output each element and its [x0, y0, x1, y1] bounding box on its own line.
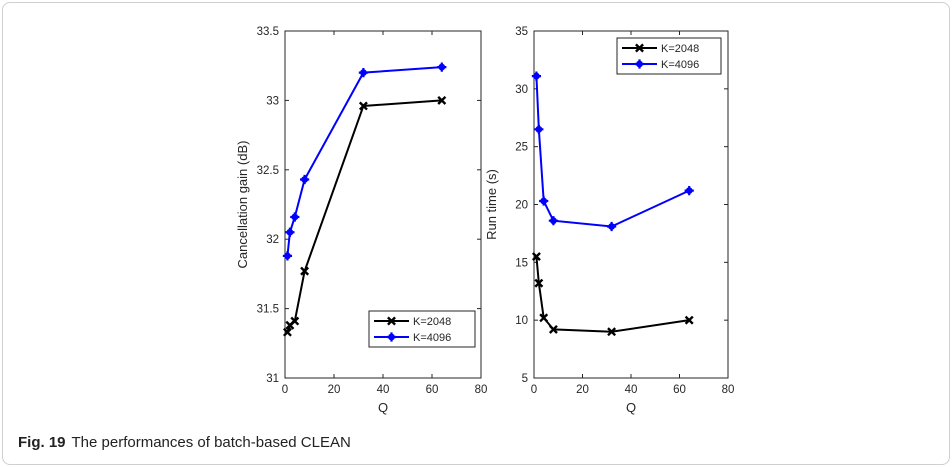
chart1-data-point [358, 101, 368, 111]
chart1-x-tick-label: 20 [328, 384, 341, 396]
chart1-data-point [285, 227, 295, 237]
chart2-series-line [535, 256, 690, 333]
chart1-data-point [282, 251, 293, 261]
chart1: 0 20 40 60 80 31 31.5 32 32.5 33 33.5 Q Cancellation… [235, 26, 487, 415]
chart1-x-axis-label: Q [378, 400, 388, 415]
chart2-data-point [548, 216, 558, 226]
chart1-y-tick-label: 33.5 [257, 26, 279, 38]
chart2: 0 20 40 60 80 5 10 15 20 25 30 35 Q Run time (s) K=204… [484, 26, 734, 415]
figure-charts: 0 20 40 60 80 31 31.5 32 32.5 33 33.5 Q Cancellation… [235, 26, 734, 415]
chart1-legend-marker [386, 332, 397, 342]
chart2-data-point [684, 186, 694, 196]
chart2-data-point [539, 313, 549, 323]
chart2-y-tick-label: 15 [515, 257, 528, 269]
chart1-data-point [290, 212, 300, 222]
chart1-data-point [300, 174, 310, 185]
chart1-x-tick-label: 60 [426, 384, 439, 396]
chart2-x-tick-label: 80 [722, 384, 735, 396]
chart2-y-tick-label: 25 [515, 142, 528, 154]
chart2-data-point [548, 324, 558, 334]
chart2-x-tick-label: 0 [531, 384, 537, 396]
chart1-data-point [358, 68, 368, 78]
chart2-y-tick-label: 5 [522, 373, 528, 385]
chart2-data-point [531, 252, 541, 261]
chart1-y-tick-label: 32 [266, 234, 279, 246]
chart2-data-point [684, 315, 694, 325]
chart1-legend-label: K=2048 [413, 316, 451, 328]
chart2-series-line [535, 76, 690, 228]
chart2-legend-label: K=2048 [661, 43, 699, 55]
caption-text: The performances of batch-based CLEAN [71, 434, 351, 451]
chart2-x-tick-label: 40 [625, 384, 638, 396]
chart2-x-tick-label: 60 [673, 384, 686, 396]
caption-label: Fig. 19 [18, 434, 66, 451]
chart1-series-2 [282, 62, 447, 261]
chart2-x-tick-label: 20 [576, 384, 589, 396]
chart2-y-tick-label: 10 [515, 315, 528, 327]
chart1-y-tick-label: 31.5 [257, 304, 279, 316]
chart1-x-tick-label: 40 [377, 384, 390, 396]
chart2-data-point [607, 221, 617, 232]
chart2-series-2 [531, 71, 694, 232]
chart2-data-point [539, 196, 549, 206]
chart2-y-tick-label: 35 [515, 26, 528, 38]
chart1-y-tick-label: 33 [266, 95, 279, 107]
chart1-data-point [290, 316, 300, 326]
chart1-legend: K=2048 K=4096 [368, 310, 476, 348]
chart2-x-axis-label: Q [626, 400, 636, 415]
chart1-legend-label: K=4096 [413, 332, 451, 344]
chart1-data-point [283, 327, 292, 337]
chart1-x-tick-label: 0 [282, 384, 288, 396]
chart1-legend-box [368, 310, 476, 348]
chart2-y-axis-label: Run time (s) [484, 169, 499, 240]
chart1-x-tick-label: 80 [475, 384, 488, 396]
chart2-legend-box [616, 37, 722, 75]
chart2-data-point [534, 278, 544, 288]
chart1-y-axis-label: Cancellation gain (dB) [235, 141, 250, 269]
chart2-legend-marker [635, 43, 644, 53]
chart2-legend-marker [634, 59, 645, 69]
chart2-plot-area [533, 30, 729, 379]
chart1-data-point [437, 62, 447, 72]
chart1-legend-marker [387, 316, 396, 326]
chart1-data-point [300, 266, 310, 276]
chart1-y-tick-label: 32.5 [257, 165, 279, 177]
chart2-data-point [607, 327, 617, 337]
chart1-series-1 [283, 95, 447, 337]
chart2-legend-label: K=4096 [661, 59, 699, 71]
chart2-data-point [531, 71, 542, 81]
figure-caption: Fig. 19 The performances of batch-based C… [18, 434, 351, 451]
chart1-y-tick-label: 31 [266, 373, 279, 385]
chart2-series-1 [531, 252, 694, 337]
chart2-y-tick-label: 20 [515, 200, 528, 212]
chart1-data-point [437, 95, 447, 105]
chart2-legend: K=2048 K=4096 [616, 37, 722, 75]
chart2-y-tick-label: 30 [515, 84, 528, 96]
chart2-data-point [534, 124, 544, 134]
